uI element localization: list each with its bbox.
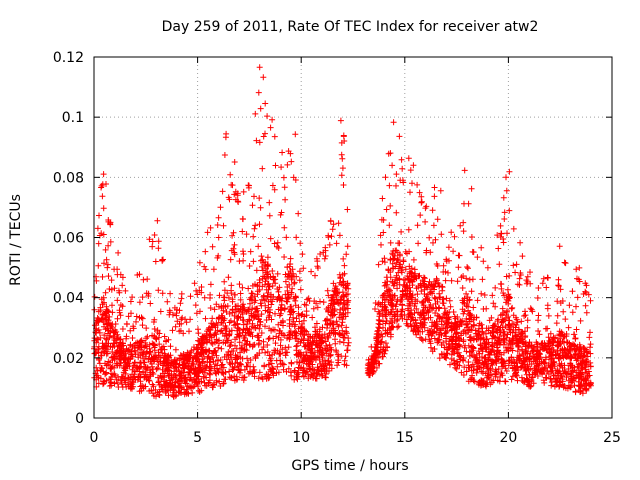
y-tick-label: 0.06	[53, 231, 84, 247]
data-points-layer	[91, 64, 594, 400]
data-point-markers	[91, 64, 594, 400]
x-tick-label: 20	[499, 430, 517, 446]
x-axis-label: GPS time / hours	[291, 458, 408, 474]
y-tick-label: 0.04	[53, 291, 84, 307]
x-tick-label: 10	[292, 430, 310, 446]
y-tick-label: 0	[75, 411, 84, 427]
y-tick-label: 0.02	[53, 351, 84, 367]
x-tick-label: 0	[90, 430, 99, 446]
y-tick-label: 0.1	[62, 110, 84, 126]
y-tick-label: 0.08	[53, 170, 84, 186]
chart-title: Day 259 of 2011, Rate Of TEC Index for r…	[162, 19, 539, 35]
y-axis-label: ROTI / TECUs	[8, 194, 24, 286]
x-tick-label: 15	[396, 430, 414, 446]
y-tick-label: 0.12	[53, 50, 84, 66]
ticks-layer: 0 5 10 15 20 25 0 0.02 0.04 0.06 0.08 0.1 0.12	[53, 50, 621, 446]
x-tick-label: 25	[603, 430, 621, 446]
x-tick-label: 5	[193, 430, 202, 446]
